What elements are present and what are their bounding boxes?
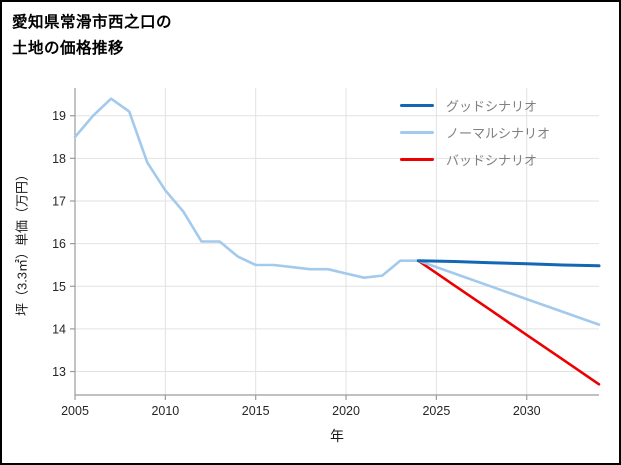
legend: グッドシナリオ ノーマルシナリオ バッドシナリオ	[400, 92, 550, 173]
legend-item-bad-scenario: バッドシナリオ	[400, 146, 550, 173]
chart-title: 愛知県常滑市西之口の 土地の価格推移	[12, 10, 172, 62]
svg-text:16: 16	[52, 237, 66, 251]
svg-text:2020: 2020	[332, 404, 360, 418]
svg-text:19: 19	[52, 109, 66, 123]
legend-label-good-scenario: グッドシナリオ	[446, 99, 538, 114]
svg-text:2005: 2005	[61, 404, 89, 418]
svg-text:17: 17	[52, 194, 66, 208]
svg-text:2030: 2030	[513, 404, 541, 418]
y-axis-label: 坪（3.3㎡）単価（万円）	[14, 167, 30, 317]
svg-text:13: 13	[52, 365, 66, 379]
chart-title-line1: 愛知県常滑市西之口の	[12, 14, 173, 31]
legend-label-bad-scenario: バッドシナリオ	[446, 153, 538, 168]
legend-label-normal-scenario: ノーマルシナリオ	[446, 126, 551, 141]
svg-text:15: 15	[52, 280, 66, 294]
legend-item-normal-scenario: ノーマルシナリオ	[400, 119, 550, 146]
legend-line-bad-scenario	[400, 157, 434, 162]
svg-text:2025: 2025	[422, 404, 450, 418]
svg-text:2015: 2015	[242, 404, 270, 418]
legend-item-good-scenario: グッドシナリオ	[400, 92, 550, 119]
chart-title-line2: 土地の価格推移	[12, 40, 125, 57]
x-axis-label: 年	[330, 428, 344, 444]
svg-text:18: 18	[52, 152, 66, 166]
legend-line-normal-scenario	[400, 130, 434, 135]
legend-line-good-scenario	[400, 103, 434, 108]
svg-text:2010: 2010	[151, 404, 179, 418]
svg-text:14: 14	[52, 322, 66, 336]
